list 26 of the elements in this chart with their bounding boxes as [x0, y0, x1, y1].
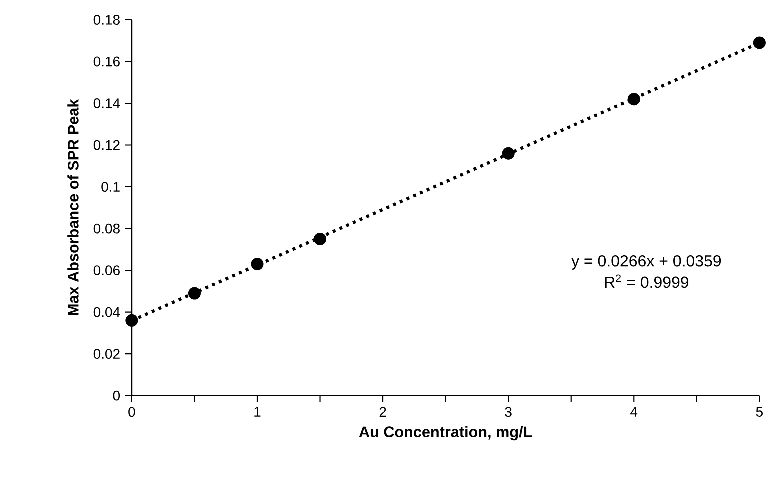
y-tick-label: 0.08 — [94, 224, 120, 234]
y-tick-label: 0.12 — [94, 140, 120, 150]
y-axis-title: Max Absorbance of SPR Peak — [68, 99, 79, 316]
point — [628, 93, 640, 106]
y-tick-label: 0.02 — [94, 349, 120, 360]
y-tick-label: 0.04 — [94, 307, 120, 318]
x-tick-label: 1 — [254, 407, 261, 417]
x-tick-label: 2 — [380, 407, 386, 418]
x-tick-label: 0 — [128, 407, 136, 418]
y-tick-label: 0.06 — [94, 266, 120, 276]
point — [502, 147, 515, 160]
y-tick-label: 0 — [113, 390, 120, 401]
x-tick-label: 4 — [630, 407, 638, 417]
x-axis-title: Au Concentration, mg/L — [359, 426, 532, 441]
y-tick-label: 0.16 — [94, 56, 120, 67]
annotation: R$^{2}$ = 0.9999 — [605, 274, 689, 288]
point — [314, 233, 327, 246]
point — [251, 258, 264, 271]
annotation: y = 0.0266x + 0.0359 — [572, 256, 722, 270]
x-tick-label: 3 — [505, 407, 512, 418]
point — [188, 287, 201, 300]
y-tick-label: 0.18 — [94, 15, 120, 26]
x-tick-label: 5 — [756, 407, 763, 418]
y-tick-label: 0.1 — [102, 182, 120, 192]
y-tick-label: 0.14 — [94, 98, 120, 109]
point — [126, 314, 138, 328]
